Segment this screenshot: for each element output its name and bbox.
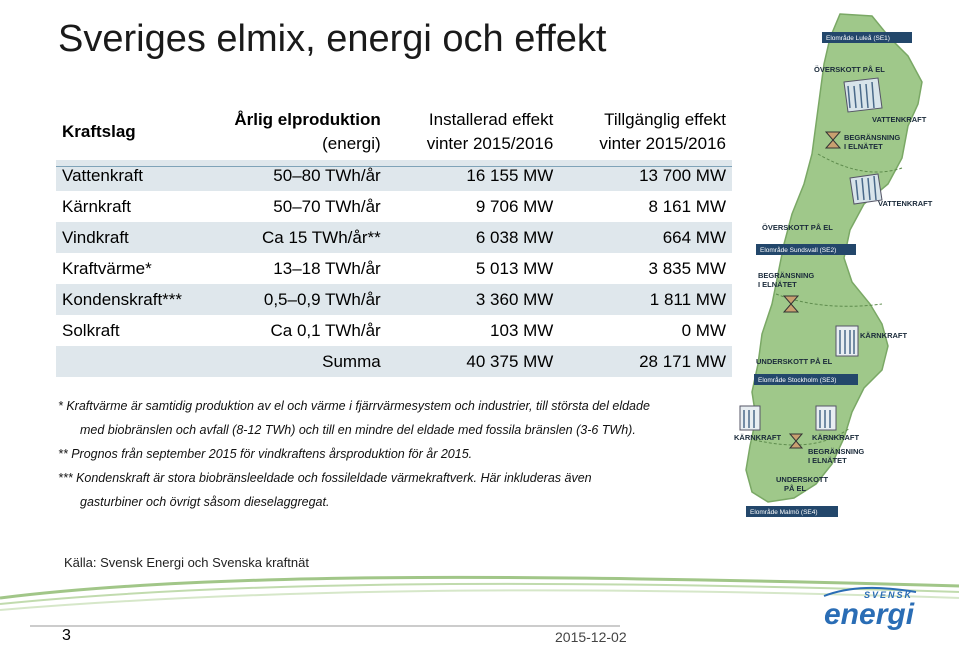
table-row: Kärnkraft 50–70 TWh/år 9 706 MW 8 161 MW: [56, 191, 732, 222]
footnotes: * Kraftvärme är samtidig produktion av e…: [58, 394, 650, 514]
row-energi: Ca 15 TWh/år**: [261, 227, 381, 247]
row-energi: 50–70 TWh/år: [273, 196, 381, 216]
page-title: Sveriges elmix, energi och effekt: [58, 18, 607, 60]
footnote-kraftvarme: * Kraftvärme är samtidig produktion av e…: [58, 399, 650, 413]
nuclear-plant-icon: [835, 325, 859, 357]
header-kraftslag: Kraftslag: [62, 122, 136, 141]
begransning3-label-b: I ELNÄTET: [808, 456, 847, 465]
se2-label: Elområde Sundsvall (SE2): [760, 246, 836, 254]
hourglass-icon-3: [788, 433, 804, 449]
row-tillganglig: 13 700 MW: [639, 165, 726, 185]
sum-tillganglig: 28 171 MW: [639, 351, 726, 371]
row-tillganglig: 8 161 MW: [648, 196, 726, 216]
row-tillganglig: 1 811 MW: [649, 289, 726, 309]
sum-installerad: 40 375 MW: [466, 351, 554, 371]
logo-line2: energi: [824, 598, 915, 631]
sum-label: Summa: [322, 351, 381, 371]
row-installerad: 6 038 MW: [475, 227, 554, 247]
se1-label-box: [822, 32, 912, 43]
karnkraft2-label: KÄRNKRAFT: [734, 433, 781, 442]
table-row: Vindkraft Ca 15 TWh/år** 6 038 MW 664 MW: [56, 222, 732, 253]
row-name: Kraftvärme*: [62, 258, 152, 278]
underskott2-label-a: UNDERSKOTT: [776, 475, 829, 484]
header-arlig-line1: Årlig elproduktion: [234, 110, 381, 129]
row-installerad: 3 360 MW: [475, 289, 554, 309]
header-inst-line1: Installerad effekt: [428, 110, 554, 129]
karnkraft1-label: KÄRNKRAFT: [860, 331, 907, 340]
begransning2-label-b: I ELNÄTET: [758, 280, 797, 289]
vattenkraft2-label: VATTENKRAFT: [878, 199, 933, 208]
karnkraft3-label: KÄRNKRAFT: [812, 433, 859, 442]
row-energi: Ca 0,1 TWh/år: [270, 320, 381, 340]
dam-icon-2: [849, 173, 883, 205]
se2-label-box: [756, 244, 856, 255]
hourglass-icon: [824, 131, 842, 149]
begransning2-label-a: BEGRÄNSNING: [758, 271, 814, 280]
source-text: Källa: Svensk Energi och Svenska kraftnä…: [64, 555, 309, 570]
se3-label-box: [754, 374, 858, 385]
header-tillganglig-effekt: Tillgänglig effekt vinter 2015/2016: [559, 104, 732, 160]
se4-label-box: [746, 506, 838, 517]
elmix-table: Kraftslag Årlig elproduktion (energi) In…: [56, 104, 732, 377]
row-name: Vindkraft: [62, 227, 129, 247]
header-tillg-line2: vinter 2015/2016: [599, 134, 726, 153]
se3-label: Elområde Stockholm (SE3): [758, 376, 836, 384]
page-number: 3: [62, 627, 71, 644]
header-installerad-effekt: Installerad effekt vinter 2015/2016: [387, 104, 560, 160]
row-installerad: 5 013 MW: [475, 258, 554, 278]
row-energi: 13–18 TWh/år: [273, 258, 381, 278]
sweden-map: Elområde Luleå (SE1) ÖVERSKOTT PÅ EL VAT…: [734, 13, 933, 517]
se4-label: Elområde Malmö (SE4): [750, 508, 818, 516]
table-row: Kraftvärme* 13–18 TWh/år 5 013 MW 3 835 …: [56, 253, 732, 284]
row-installerad: 9 706 MW: [475, 196, 554, 216]
table-row: Vattenkraft 50–80 TWh/år 16 155 MW 13 70…: [56, 160, 732, 191]
dam-icon: [843, 77, 883, 113]
sum-row: Summa 40 375 MW 28 171 MW: [56, 346, 732, 377]
header-divider: [56, 166, 732, 167]
header-inst-line2: vinter 2015/2016: [426, 134, 554, 153]
header-arlig-line2: (energi): [322, 134, 381, 153]
nuclear-plant-icon-3: [815, 405, 837, 431]
row-installerad: 103 MW: [490, 320, 554, 340]
begransning1-label-b: I ELNÄTET: [844, 142, 883, 151]
begransning1-label-a: BEGRÄNSNING: [844, 133, 900, 142]
table-row: Kondenskraft*** 0,5–0,9 TWh/år 3 360 MW …: [56, 284, 732, 315]
vattenkraft1-label: VATTENKRAFT: [872, 115, 927, 124]
row-energi: 0,5–0,9 TWh/år: [263, 289, 381, 309]
table-header-row: Kraftslag Årlig elproduktion (energi) In…: [56, 104, 732, 160]
row-tillganglig: 664 MW: [662, 227, 726, 247]
underskott1-label: UNDERSKOTT PÅ EL: [756, 357, 833, 366]
decorative-swirl: [0, 575, 959, 627]
header-tillg-line1: Tillgänglig effekt: [604, 110, 726, 129]
svensk-energi-logo: SVENSK energi: [823, 586, 917, 631]
se1-label: Elområde Luleå (SE1): [826, 34, 890, 42]
hourglass-icon-2: [782, 295, 800, 313]
row-name: Solkraft: [62, 320, 120, 340]
footnote-kondenskraft: *** Kondenskraft är stora biobränsleelda…: [58, 471, 592, 485]
begransning3-label-a: BEGRÄNSNING: [808, 447, 864, 456]
footnote-kondenskraft-cont: gasturbiner och övrigt såsom dieselaggre…: [80, 495, 330, 509]
table-row: Solkraft Ca 0,1 TWh/år 103 MW 0 MW: [56, 315, 732, 346]
overskott2-label: ÖVERSKOTT PÅ EL: [762, 223, 833, 232]
underskott2-label-b: PÅ EL: [784, 484, 807, 493]
row-name: Vattenkraft: [62, 165, 143, 185]
row-tillganglig: 3 835 MW: [648, 258, 726, 278]
sum-empty: [56, 346, 213, 377]
nuclear-plant-icon-2: [739, 405, 761, 431]
row-installerad: 16 155 MW: [466, 165, 554, 185]
row-name: Kondenskraft***: [62, 289, 183, 309]
footnote-kraftvarme-cont: med biobränslen och avfall (8-12 TWh) oc…: [80, 423, 636, 437]
date-text: 2015-12-02: [555, 629, 627, 645]
overskott1-label: ÖVERSKOTT PÅ EL: [814, 65, 885, 74]
footnote-vindkraft: ** Prognos från september 2015 för vindk…: [58, 447, 473, 461]
row-name: Kärnkraft: [62, 196, 131, 216]
row-tillganglig: 0 MW: [681, 320, 726, 340]
header-arlig-elproduktion: Årlig elproduktion (energi): [213, 104, 387, 160]
logo-line1: SVENSK: [864, 590, 913, 600]
row-energi: 50–80 TWh/år: [273, 165, 381, 185]
